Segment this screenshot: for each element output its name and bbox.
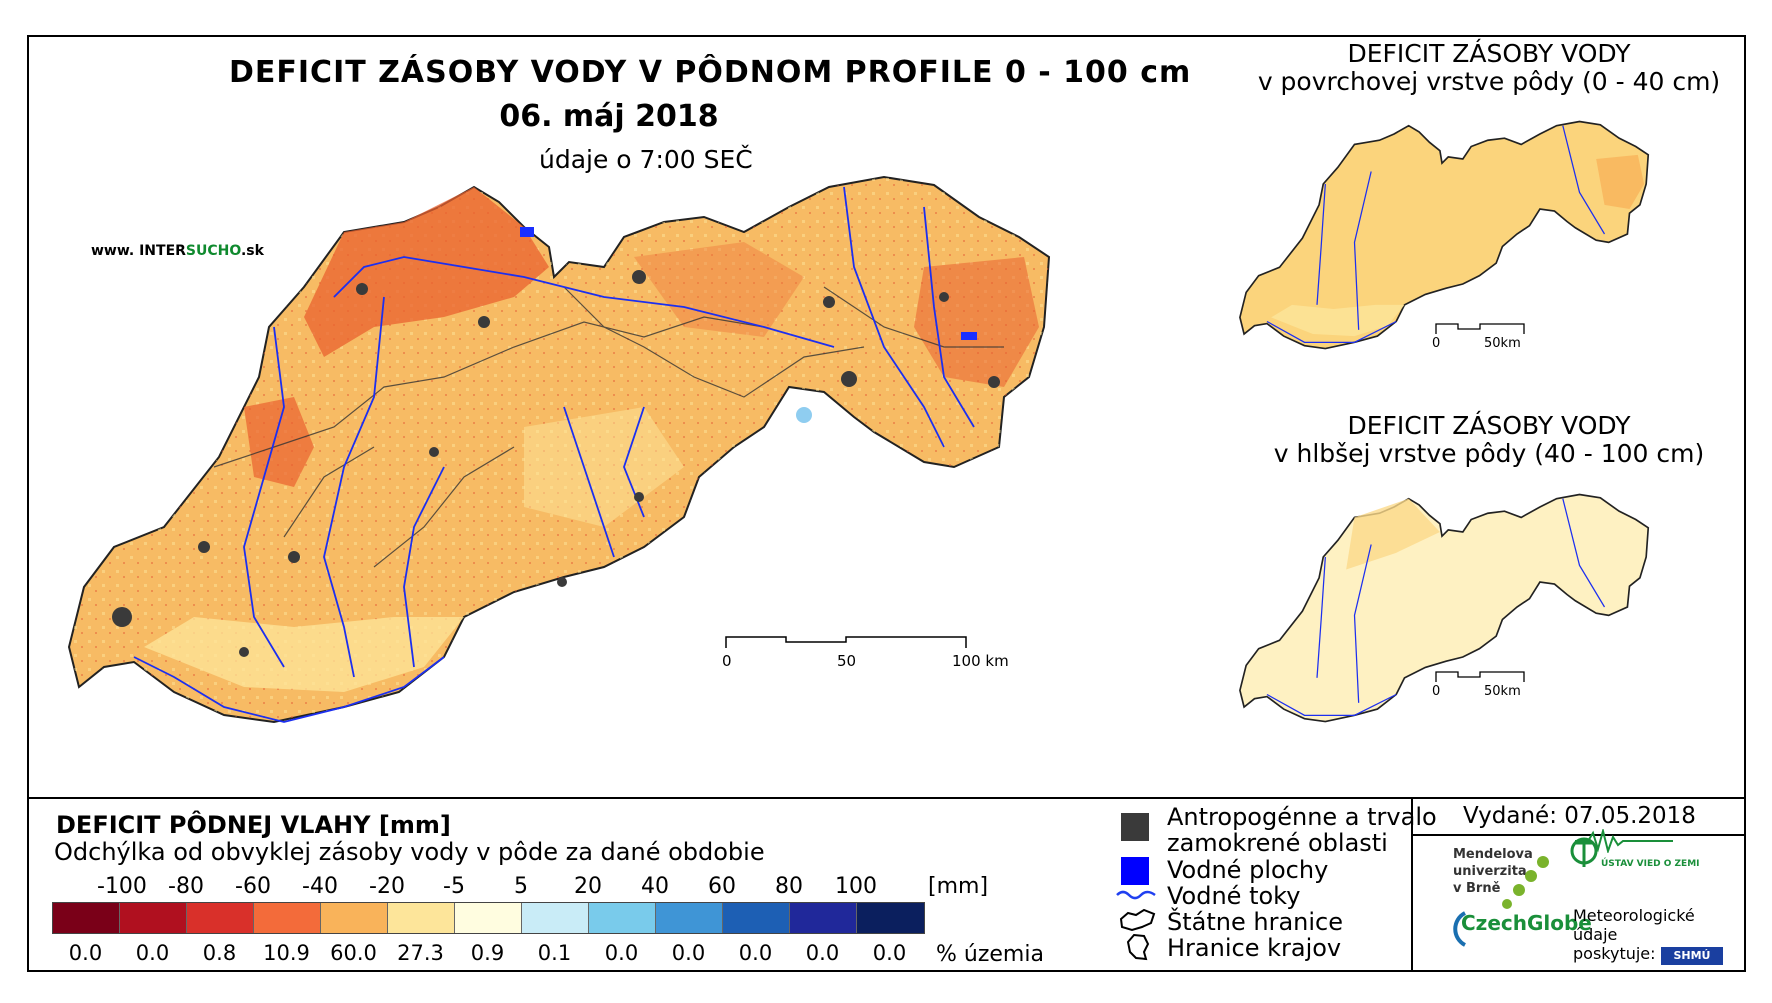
anthropogenic-swatch <box>1121 813 1149 841</box>
inset-top-scale-50: 50km <box>1484 336 1521 351</box>
institute-label: ÚSTAV VIED O ZEMI <box>1601 859 1700 869</box>
anthropogenic-label-line1: Antropogénne a trvalo <box>1167 803 1437 831</box>
scalebar-label-50: 50 <box>837 652 857 670</box>
legend-class-4 <box>321 903 388 933</box>
inset-top-map <box>1239 120 1650 350</box>
legend-class-3 <box>254 903 321 933</box>
river-label: Vodné toky <box>1167 882 1301 910</box>
legend-threshold-2: -60 <box>235 874 271 899</box>
region-border-label: Hranice krajov <box>1167 934 1342 962</box>
inset-bottom-title-line2: v hlbšej vrstve pôdy (40 - 100 cm) <box>1273 439 1705 468</box>
state-border-label: Štátne hranice <box>1167 908 1343 936</box>
map-frame: DEFICIT ZÁSOBY VODY V PÔDNOM PROFILE 0 -… <box>27 35 1746 972</box>
inset-top-title-line2: v povrchovej vrstve pôdy (0 - 40 cm) <box>1257 67 1721 96</box>
issued-date: Vydané: 07.05.2018 <box>1413 799 1746 836</box>
legend-panel: DEFICIT PÔDNEJ VLAHY [mm] Odchýlka od ob… <box>29 797 1746 972</box>
legend-percent-4: 60.0 <box>330 941 377 965</box>
legend-percent-1: 0.0 <box>135 941 170 965</box>
inset-bottom-title: DEFICIT ZÁSOBY VODY v hlbšej vrstve pôdy… <box>1239 412 1739 468</box>
legend-percent-7: 0.1 <box>537 941 572 965</box>
legend-percent-6: 0.9 <box>470 941 505 965</box>
seismo-icon <box>1575 829 1673 853</box>
legend-threshold-3: -40 <box>302 874 338 899</box>
legend-threshold-1: -80 <box>168 874 204 899</box>
meteo-line3: poskytuje: <box>1573 944 1656 963</box>
main-map-canvas <box>67 175 1051 724</box>
meteo-line2: údaje <box>1573 925 1618 944</box>
legend-threshold-9: 60 <box>708 874 736 899</box>
legend-class-9 <box>656 903 723 933</box>
mendel-line1: Mendelova <box>1453 847 1533 862</box>
meteo-credit: Meteorologické údaje poskytuje: <box>1573 906 1695 963</box>
main-title: DEFICIT ZÁSOBY VODY V PÔDNOM PROFILE 0 -… <box>229 55 1192 90</box>
inset-top-title: DEFICIT ZÁSOBY VODY v povrchovej vrstve … <box>1239 40 1739 96</box>
map-area: DEFICIT ZÁSOBY VODY V PÔDNOM PROFILE 0 -… <box>29 37 1744 797</box>
inset-top-scale-0: 0 <box>1432 336 1441 351</box>
anthropogenic-label-line2: zamokrené oblasti <box>1167 829 1388 857</box>
scalebar-label-0: 0 <box>722 652 732 670</box>
czechglobe-logo: CzechGlobe <box>1461 911 1592 935</box>
water-body-label: Vodné plochy <box>1167 856 1329 884</box>
mendel-line3: v Brně <box>1453 881 1501 896</box>
legend-percent-label: % územia <box>936 942 1044 967</box>
legend-threshold-4: -20 <box>369 874 405 899</box>
source-url-accent: SUCHO <box>185 243 241 259</box>
source-url-prefix: www. INTER <box>91 243 186 259</box>
inset-bottom-scale-0: 0 <box>1432 684 1441 699</box>
shmu-logo: SHMÚ <box>1661 947 1723 965</box>
legend-threshold-0: -100 <box>97 874 147 899</box>
legend-subtitle: Odchýlka od obvyklej zásoby vody v pôde … <box>54 838 765 866</box>
legend-percent-3: 10.9 <box>263 941 310 965</box>
legend-class-5 <box>388 903 455 933</box>
legend-class-10 <box>723 903 790 933</box>
legend-percent-9: 0.0 <box>671 941 706 965</box>
legend-percent-5: 27.3 <box>397 941 444 965</box>
meteo-line1: Meteorologické <box>1573 906 1695 925</box>
legend-threshold-7: 20 <box>574 874 602 899</box>
main-scalebar <box>725 636 967 648</box>
legend-class-8 <box>589 903 656 933</box>
river-swatch <box>1116 890 1156 900</box>
inset-bottom-scale-50: 50km <box>1484 684 1521 699</box>
legend-threshold-8: 40 <box>641 874 669 899</box>
legend-percent-8: 0.0 <box>604 941 639 965</box>
legend-class-12 <box>857 903 924 933</box>
legend-class-2 <box>187 903 254 933</box>
legend-threshold-6: 5 <box>514 874 528 899</box>
legend-percent-10: 0.0 <box>738 941 773 965</box>
legend-threshold-5: -5 <box>443 874 465 899</box>
inset-bottom-title-line1: DEFICIT ZÁSOBY VODY <box>1347 411 1631 440</box>
source-url[interactable]: www. INTERSUCHO.sk <box>91 243 264 259</box>
legend-class-0 <box>53 903 120 933</box>
legend-color-scale <box>52 902 925 934</box>
legend-threshold-11: 100 <box>835 874 877 899</box>
legend-class-7 <box>522 903 589 933</box>
legend-percent-2: 0.8 <box>202 941 237 965</box>
legend-class-1 <box>120 903 187 933</box>
legend-title: DEFICIT PÔDNEJ VLAHY [mm] <box>56 811 451 839</box>
scalebar-label-100: 100 km <box>952 652 1009 670</box>
mendel-dots-icon <box>1502 856 1549 909</box>
source-url-suffix: .sk <box>240 243 264 259</box>
legend-threshold-10: 80 <box>775 874 803 899</box>
mendel-line2: univerzita <box>1453 864 1527 879</box>
legend-class-6 <box>455 903 522 933</box>
water-body-swatch <box>1121 857 1149 885</box>
mendel-university-logo: Mendelova univerzita v Brně <box>1453 846 1533 897</box>
inset-top-scalebar <box>1435 323 1525 334</box>
state-border-swatch <box>1119 908 1156 932</box>
legend-percent-0: 0.0 <box>68 941 103 965</box>
legend-unit: [mm] <box>928 874 989 899</box>
legend-percent-12: 0.0 <box>872 941 907 965</box>
inset-bottom-map <box>1239 493 1650 723</box>
inset-bottom-scalebar <box>1435 671 1525 682</box>
region-border-swatch <box>1126 933 1150 961</box>
credits-panel: Vydané: 07.05.2018 Mendelova univerzita … <box>1411 799 1746 972</box>
earth-institute-logo <box>1570 837 1598 867</box>
main-date: 06. máj 2018 <box>499 99 719 134</box>
inset-top-title-line1: DEFICIT ZÁSOBY VODY <box>1347 39 1631 68</box>
legend-percent-11: 0.0 <box>805 941 840 965</box>
czechglobe-arc-icon <box>1453 911 1467 947</box>
legend-class-11 <box>790 903 857 933</box>
